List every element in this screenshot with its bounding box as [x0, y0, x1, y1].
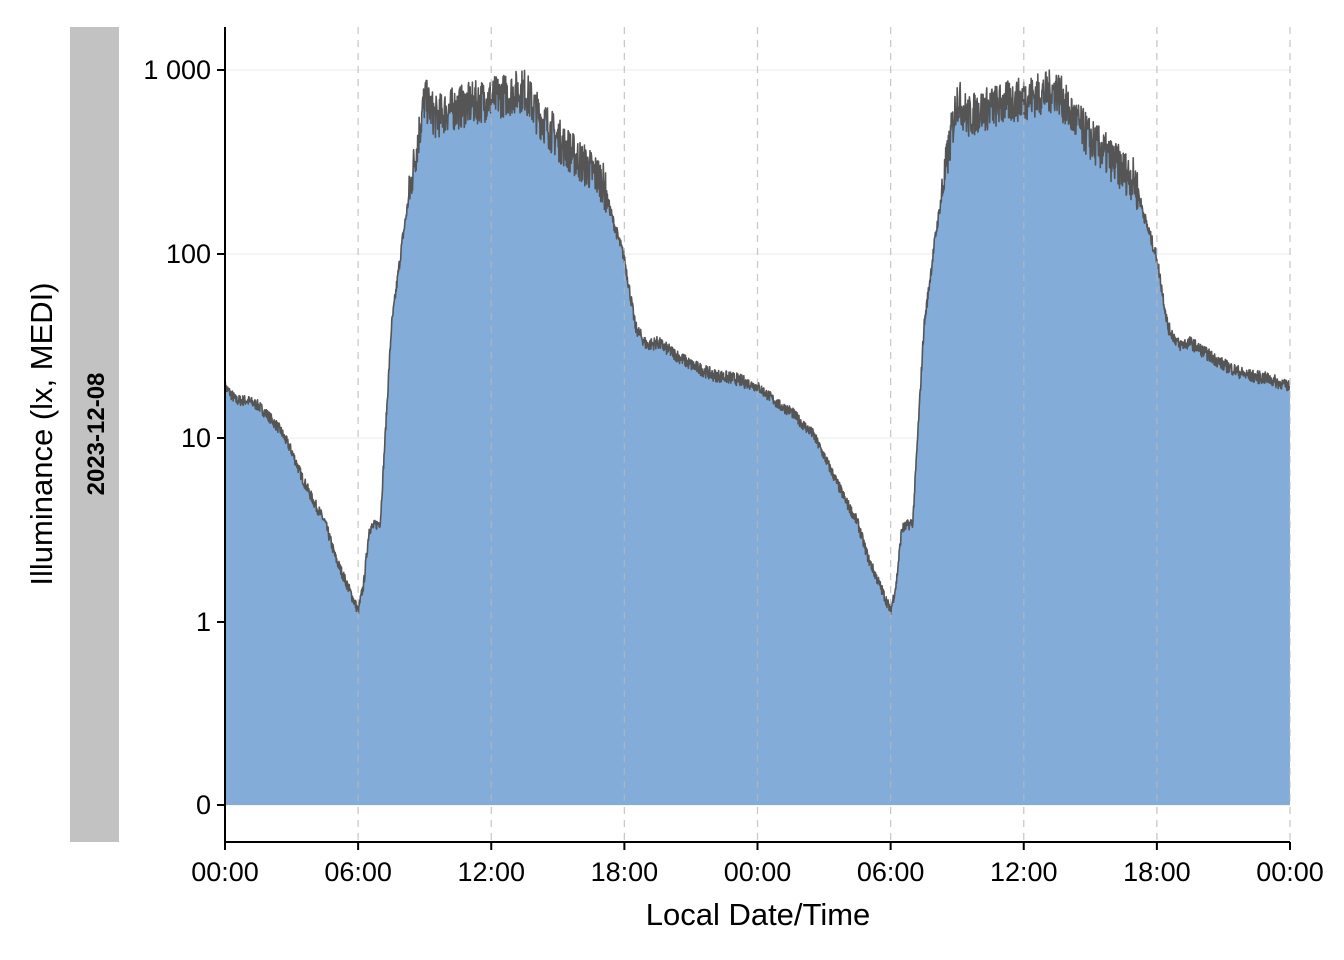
facet-strip-label: 2023-12-08 [83, 373, 110, 496]
facet-strip [70, 27, 119, 842]
y-tick-label: 0 [196, 790, 211, 820]
y-tick-label: 100 [166, 239, 211, 269]
data-layer [224, 27, 1291, 842]
x-tick-label: 12:00 [457, 857, 525, 887]
x-axis-title: Local Date/Time [646, 897, 871, 932]
y-axis-title: Illuminance (lx, MEDI) [24, 282, 59, 585]
x-tick-label: 18:00 [591, 857, 659, 887]
x-tick-label: 06:00 [857, 857, 925, 887]
x-tick-label: 00:00 [1256, 857, 1324, 887]
x-tick-label: 06:00 [324, 857, 392, 887]
x-tick-label: 18:00 [1123, 857, 1191, 887]
axes-layer: 0 1 10 100 1 000 00:00 06:00 12:00 18:00 00:00 06:… [143, 27, 1324, 887]
y-tick-label: 1 000 [143, 55, 211, 85]
y-tick-label: 1 [196, 607, 211, 637]
illuminance-line [224, 69, 1291, 615]
x-tick-label: 00:00 [724, 857, 792, 887]
x-tick-label: 00:00 [191, 857, 259, 887]
x-tick-label: 12:00 [990, 857, 1058, 887]
y-tick-label: 10 [181, 423, 211, 453]
